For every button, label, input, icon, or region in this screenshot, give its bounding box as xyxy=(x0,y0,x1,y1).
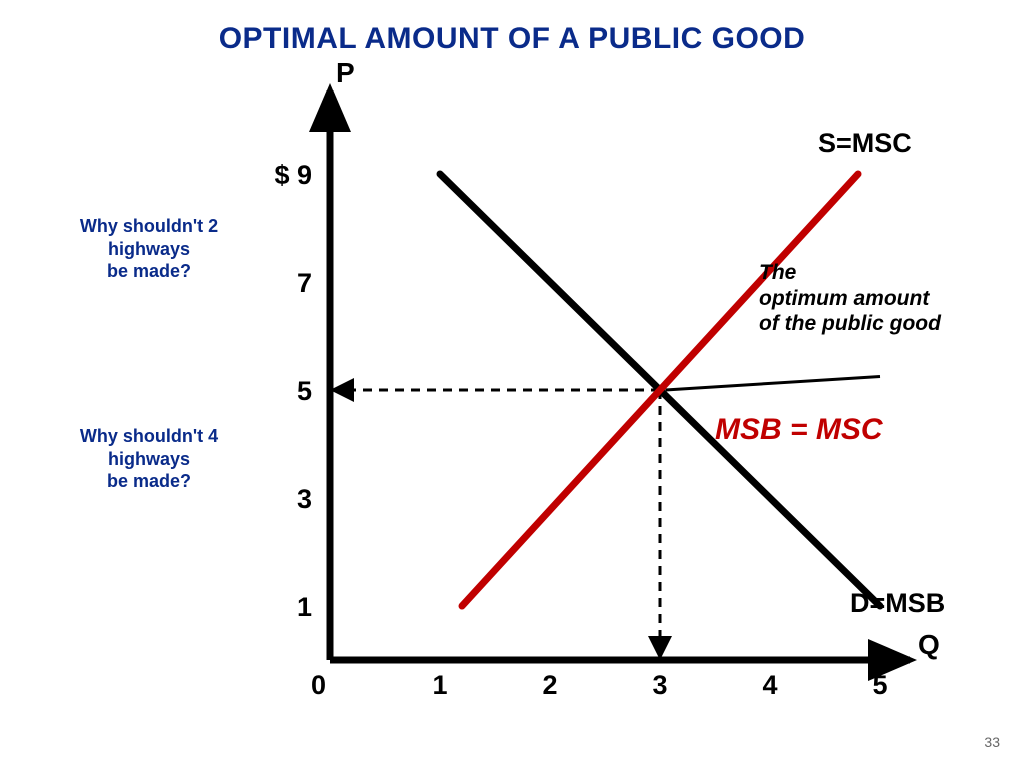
demand-label: D=MSB xyxy=(850,588,945,618)
slide: OPTIMAL AMOUNT OF A PUBLIC GOOD Why shou… xyxy=(0,0,1024,768)
page-number: 33 xyxy=(984,734,1000,750)
y-axis-label: P xyxy=(336,57,355,88)
pointer-line xyxy=(666,377,881,391)
origin-label: 0 xyxy=(311,670,326,700)
y-tick-label: 1 xyxy=(297,592,312,622)
question-2-highways: Why shouldn't 2 highways be made? xyxy=(54,215,244,283)
question-4-highways: Why shouldn't 4 highways be made? xyxy=(54,425,244,493)
y-tick-label: 7 xyxy=(297,268,312,298)
optimum-annotation: Theoptimum amountof the public good xyxy=(759,260,941,336)
economics-chart: P Q 0 1 2 3 4 5 1 3 5 7 $ 9 S=MSC D=MSB xyxy=(0,0,1024,768)
x-axis-label: Q xyxy=(918,629,940,660)
x-tick-label: 5 xyxy=(872,670,887,700)
x-tick-label: 1 xyxy=(432,670,447,700)
x-tick-label: 4 xyxy=(762,670,777,700)
msb-equals-msc-label: MSB = MSC xyxy=(715,412,883,448)
x-tick-label: 3 xyxy=(652,670,667,700)
y-tick-label: 5 xyxy=(297,376,312,406)
x-tick-label: 2 xyxy=(542,670,557,700)
y-tick-label: $ 9 xyxy=(274,160,312,190)
slide-title: OPTIMAL AMOUNT OF A PUBLIC GOOD xyxy=(0,22,1024,56)
supply-label: S=MSC xyxy=(818,128,912,158)
y-tick-label: 3 xyxy=(297,484,312,514)
